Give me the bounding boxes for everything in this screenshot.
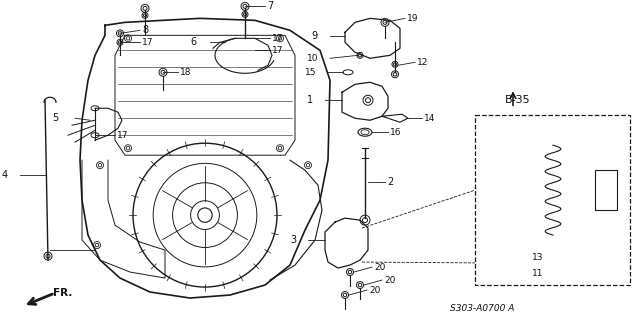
Text: 4: 4 [2, 170, 8, 180]
Text: 14: 14 [424, 114, 435, 123]
Text: 8: 8 [142, 25, 148, 35]
Text: 17: 17 [272, 46, 283, 55]
Text: 6: 6 [191, 37, 197, 47]
Text: 11: 11 [532, 268, 543, 277]
Text: S303-A0700 A: S303-A0700 A [450, 303, 514, 313]
Bar [475, 115, 630, 285]
Text: 20: 20 [369, 285, 380, 294]
Text: 17: 17 [142, 38, 154, 47]
Text: 5: 5 [52, 113, 58, 123]
Text: 3: 3 [290, 235, 296, 245]
Text: 17: 17 [272, 34, 283, 43]
Text: 15: 15 [304, 68, 316, 77]
Text: 7: 7 [267, 1, 273, 12]
Text: 16: 16 [390, 128, 401, 137]
Text: 17: 17 [117, 131, 129, 140]
Text: 20: 20 [374, 263, 385, 272]
Text: 2: 2 [387, 177, 393, 187]
Text: 1: 1 [307, 95, 313, 105]
Text: 18: 18 [180, 68, 192, 77]
Text: 19: 19 [407, 14, 419, 23]
Text: 9: 9 [312, 31, 318, 41]
Bar [595, 170, 617, 210]
Text: 13: 13 [532, 252, 543, 261]
Text: FR.: FR. [53, 288, 73, 298]
Text: B-35: B-35 [505, 95, 531, 105]
Text: 10: 10 [306, 54, 318, 63]
Text: 12: 12 [417, 58, 428, 67]
Text: 20: 20 [384, 276, 396, 284]
